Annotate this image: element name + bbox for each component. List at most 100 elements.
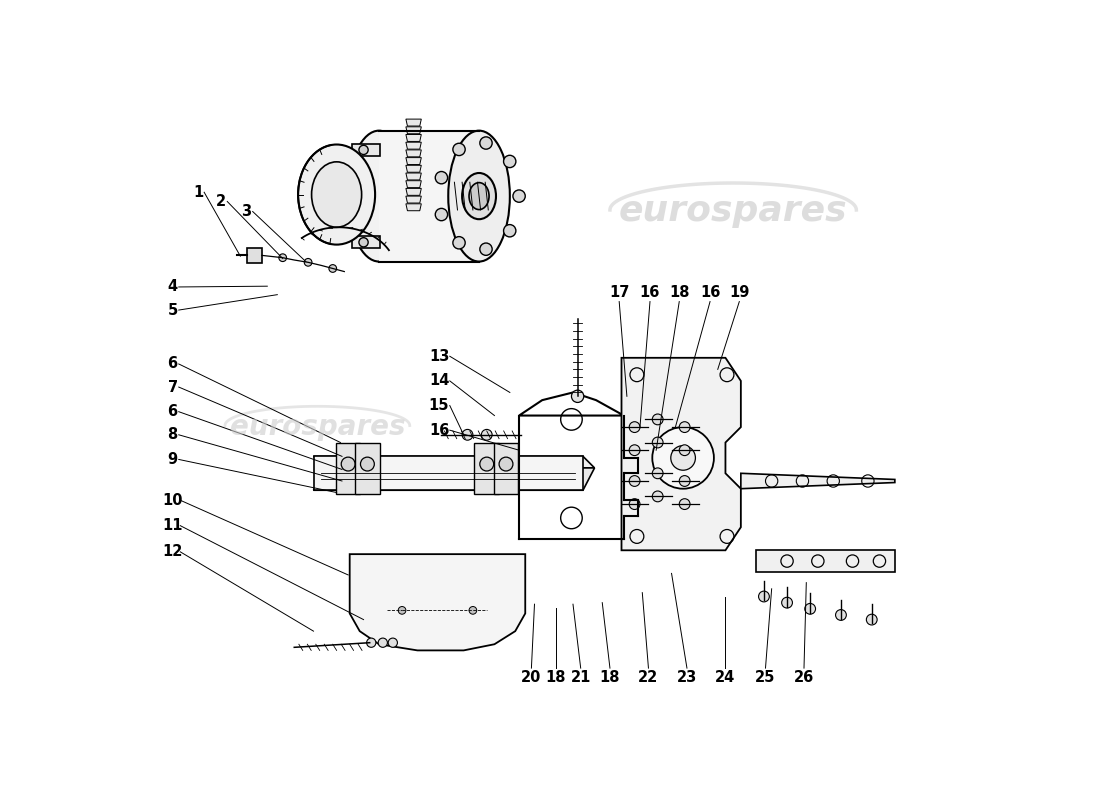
- Circle shape: [436, 171, 448, 184]
- Text: 18: 18: [669, 285, 690, 300]
- Polygon shape: [406, 126, 421, 134]
- Circle shape: [805, 603, 815, 614]
- Text: 6: 6: [167, 404, 178, 419]
- Text: eurospares: eurospares: [619, 194, 847, 229]
- Polygon shape: [406, 196, 421, 203]
- Text: 3: 3: [241, 204, 252, 219]
- Circle shape: [680, 422, 690, 433]
- Circle shape: [759, 591, 769, 602]
- Circle shape: [652, 491, 663, 502]
- Circle shape: [436, 208, 448, 221]
- Polygon shape: [406, 134, 421, 142]
- Polygon shape: [336, 442, 361, 494]
- Polygon shape: [406, 188, 421, 195]
- Text: 18: 18: [546, 670, 566, 685]
- Circle shape: [629, 476, 640, 486]
- Circle shape: [572, 390, 584, 402]
- Circle shape: [671, 446, 695, 470]
- Circle shape: [462, 430, 473, 440]
- Text: 12: 12: [163, 544, 183, 559]
- Polygon shape: [378, 130, 480, 262]
- Ellipse shape: [449, 130, 510, 262]
- Circle shape: [359, 146, 369, 154]
- Polygon shape: [406, 119, 421, 126]
- Polygon shape: [474, 442, 499, 494]
- Polygon shape: [406, 173, 421, 180]
- Text: 18: 18: [600, 670, 620, 685]
- Text: 24: 24: [715, 670, 736, 685]
- Polygon shape: [406, 166, 421, 172]
- Polygon shape: [406, 181, 421, 188]
- Circle shape: [361, 457, 374, 471]
- Text: 10: 10: [163, 493, 183, 508]
- Polygon shape: [406, 150, 421, 157]
- Polygon shape: [757, 550, 895, 572]
- Circle shape: [378, 638, 387, 647]
- Circle shape: [867, 614, 877, 625]
- Text: 19: 19: [729, 285, 749, 300]
- Circle shape: [329, 265, 337, 272]
- Circle shape: [398, 606, 406, 614]
- Circle shape: [279, 254, 287, 262]
- Polygon shape: [406, 158, 421, 165]
- Circle shape: [652, 427, 714, 489]
- Circle shape: [782, 598, 792, 608]
- Polygon shape: [350, 554, 526, 650]
- Text: 13: 13: [429, 349, 449, 364]
- Ellipse shape: [298, 145, 375, 245]
- Circle shape: [680, 445, 690, 455]
- Circle shape: [504, 155, 516, 168]
- Circle shape: [480, 243, 492, 255]
- Text: 23: 23: [676, 670, 697, 685]
- Text: 21: 21: [571, 670, 591, 685]
- Text: 2: 2: [216, 194, 227, 209]
- Text: 9: 9: [167, 452, 178, 467]
- Text: 16: 16: [429, 422, 449, 438]
- Circle shape: [629, 498, 640, 510]
- Polygon shape: [314, 456, 583, 490]
- Ellipse shape: [311, 162, 362, 227]
- Text: 6: 6: [167, 357, 178, 371]
- Circle shape: [305, 258, 312, 266]
- Polygon shape: [621, 358, 741, 550]
- Text: 26: 26: [794, 670, 814, 685]
- Ellipse shape: [469, 182, 490, 210]
- Polygon shape: [314, 468, 594, 490]
- Polygon shape: [314, 456, 594, 468]
- Polygon shape: [406, 142, 421, 149]
- Text: 5: 5: [167, 302, 178, 318]
- Circle shape: [680, 476, 690, 486]
- Polygon shape: [352, 144, 381, 156]
- Circle shape: [453, 237, 465, 249]
- Circle shape: [453, 143, 465, 155]
- Text: 4: 4: [167, 279, 178, 294]
- Text: 17: 17: [609, 285, 629, 300]
- Circle shape: [504, 225, 516, 237]
- Text: 25: 25: [756, 670, 775, 685]
- Text: 22: 22: [638, 670, 659, 685]
- Text: 16: 16: [700, 285, 720, 300]
- Polygon shape: [246, 248, 262, 263]
- Circle shape: [629, 422, 640, 433]
- Circle shape: [469, 606, 476, 614]
- Text: 8: 8: [167, 427, 178, 442]
- Text: 15: 15: [429, 398, 449, 413]
- Text: eurospares: eurospares: [230, 413, 405, 441]
- Circle shape: [680, 498, 690, 510]
- Polygon shape: [406, 204, 421, 210]
- Circle shape: [388, 638, 397, 647]
- Polygon shape: [352, 236, 381, 249]
- Circle shape: [652, 414, 663, 425]
- Polygon shape: [741, 474, 895, 489]
- Circle shape: [629, 445, 640, 455]
- Circle shape: [480, 457, 494, 471]
- Text: 14: 14: [429, 374, 449, 389]
- Text: 11: 11: [163, 518, 183, 533]
- Circle shape: [341, 457, 355, 471]
- Text: 16: 16: [640, 285, 660, 300]
- Ellipse shape: [462, 173, 496, 219]
- Circle shape: [482, 430, 492, 440]
- Circle shape: [359, 238, 369, 247]
- Circle shape: [652, 437, 663, 448]
- Circle shape: [499, 457, 513, 471]
